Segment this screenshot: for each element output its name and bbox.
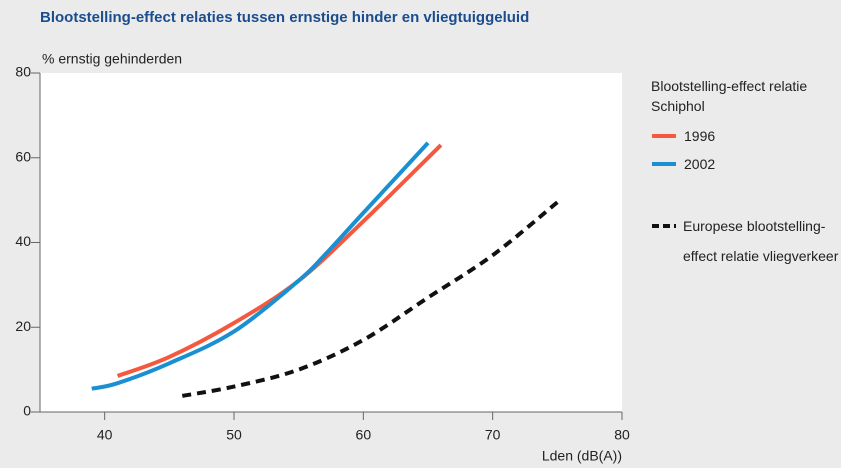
chart-title: Blootstelling-effect relaties tussen ern…: [40, 9, 529, 26]
y-tick-label: 40: [15, 233, 31, 249]
y-axis-label: % ernstig gehinderden: [42, 51, 182, 67]
legend-label: Europese blootstelling-effect relatie vl…: [683, 218, 839, 264]
x-tick-label: 80: [614, 427, 630, 443]
plot-area: [40, 73, 622, 412]
y-tick-label: 20: [15, 318, 31, 334]
x-tick-label: 40: [97, 427, 113, 443]
x-axis-label: Lden (dB(A)): [542, 448, 622, 464]
legend-title: Blootstelling-effect relatie Schiphol: [651, 78, 808, 114]
line-series: [181, 200, 559, 398]
x-tick-label: 60: [356, 427, 372, 443]
x-tick-label: 50: [226, 427, 242, 443]
y-tick-label: 60: [15, 148, 31, 164]
line-series: [91, 141, 430, 391]
y-tick-label: 80: [15, 64, 31, 80]
legend-label: 1996: [684, 128, 716, 144]
x-tick-label: 70: [485, 427, 501, 443]
legend-label: 2002: [684, 156, 716, 172]
y-tick-label: 0: [23, 403, 31, 419]
